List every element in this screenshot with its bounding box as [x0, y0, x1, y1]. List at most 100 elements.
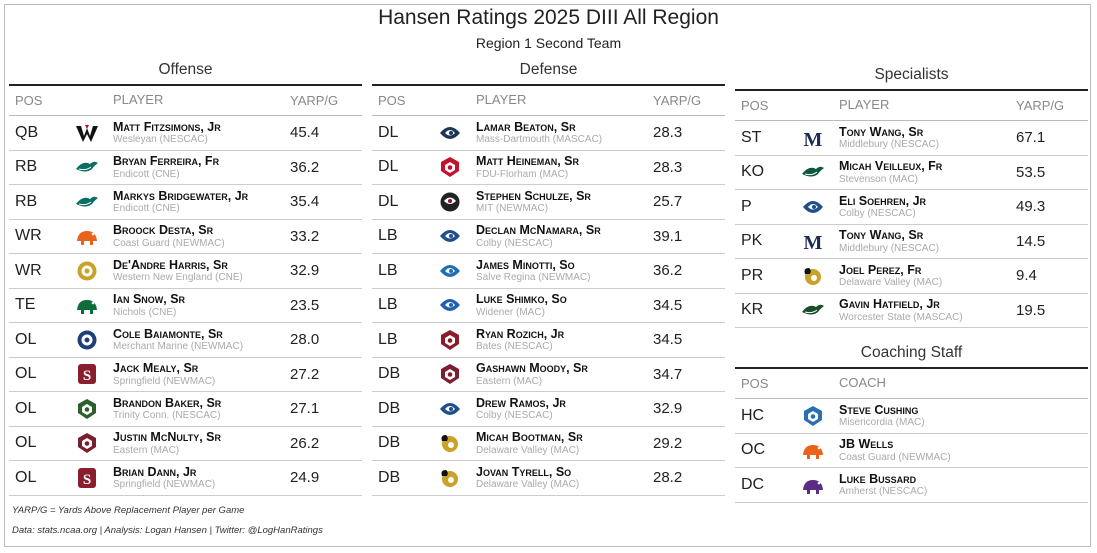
- position-cell: OL: [15, 468, 37, 486]
- specialists-section: Specialists POS PLAYER YARP/G ST M Tony Wa…: [735, 64, 1088, 328]
- team-name: Endicott (CNE): [113, 168, 180, 180]
- svg-text:S: S: [83, 472, 91, 488]
- team-name: Colby (NESCAC): [476, 410, 553, 422]
- player-name: Cole Baiamonte, Sr: [113, 326, 223, 341]
- yarp-value: 35.4: [290, 193, 320, 211]
- bates-bobcat-icon: [441, 329, 459, 350]
- team-name: Endicott (CNE): [113, 203, 180, 215]
- springfield-s-icon: S: [78, 467, 96, 488]
- team-name: Nichols (CNE): [113, 306, 177, 318]
- position-cell: QB: [15, 123, 39, 141]
- player-name: Micah Veilleux, Fr: [839, 159, 943, 174]
- amherst-mammoth-icon: [803, 479, 823, 494]
- player-name: De'Andre Harris, Sr: [113, 257, 228, 272]
- position-cell: DC: [741, 475, 765, 493]
- yarp-value: 27.2: [290, 365, 320, 383]
- position-cell: DB: [378, 434, 401, 452]
- team-name: FDU-Florham (MAC): [476, 168, 569, 180]
- player-cell: Matt Fitzsimons, Jr Wesleyan (NESCAC): [109, 120, 290, 146]
- team-name: Widener (MAC): [476, 306, 545, 318]
- yarp-value: 28.3: [653, 158, 683, 176]
- stevenson-mustang-icon: [802, 166, 824, 177]
- player-name: Markys Bridgewater, Jr: [113, 188, 249, 203]
- yarp-value: 26.2: [290, 434, 320, 452]
- team-name: Salve Regina (NEWMAC): [476, 272, 591, 284]
- specialists-row: ST M Tony Wang, Sr Middlebury (NESCAC) 67.1: [735, 121, 1088, 156]
- player-cell: Cole Baiamonte, Sr Merchant Marine (NEWMA…: [109, 327, 290, 353]
- team-name: Colby (NESCAC): [839, 208, 916, 220]
- team-logo: [791, 299, 835, 321]
- player-cell: Eli Soehren, Jr Colby (NESCAC): [835, 194, 1016, 220]
- yarp-value: 14.5: [1016, 232, 1046, 250]
- team-logo: M: [791, 127, 835, 149]
- player-cell: Broock Desta, Sr Coast Guard (NEWMAC): [109, 223, 290, 249]
- player-cell: Bryan Ferreira, Fr Endicott (CNE): [109, 154, 290, 180]
- position-cell: LB: [378, 296, 398, 314]
- player-name: Broock Desta, Sr: [113, 223, 214, 238]
- offense-header-row: POS PLAYER YARP/G: [9, 86, 362, 116]
- position-cell: P: [741, 197, 752, 215]
- player-cell: Luke Bussard Amherst (NESCAC): [835, 472, 1088, 498]
- credits-line: Data: stats.ncaa.org | Analysis: Logan H…: [12, 525, 323, 536]
- page-subtitle: Region 1 Second Team: [475, 35, 622, 51]
- player-cell: Brandon Baker, Sr Trinity Conn. (NESCAC): [109, 396, 290, 422]
- eastern-eagle-icon: [78, 433, 96, 454]
- player-name: Matt Fitzsimons, Jr: [113, 119, 221, 134]
- pos-header: POS: [15, 93, 43, 108]
- team-name: Coast Guard (NEWMAC): [839, 451, 951, 463]
- player-cell: Jovan Tyrell, So Delaware Valley (MAC): [472, 465, 653, 491]
- team-logo: [428, 398, 472, 420]
- player-name: Micah Bootman, Sr: [476, 430, 583, 445]
- team-logo: S: [65, 467, 109, 489]
- position-cell: HC: [741, 406, 765, 424]
- player-cell: Lamar Beaton, Sr Mass-Dartmouth (MASCAC): [472, 120, 653, 146]
- merchant-marine-seal-icon: [77, 330, 97, 350]
- team-logo: [428, 363, 472, 385]
- team-name: Merchant Marine (NEWMAC): [113, 341, 244, 353]
- position-cell: TE: [15, 296, 36, 314]
- yarp-value: 32.9: [653, 400, 683, 418]
- coaching-section: Coaching Staff POS COACH HC Steve Cushing…: [735, 342, 1088, 503]
- eastern-eagle-icon: [441, 364, 459, 385]
- umassd-corsair-icon: [440, 126, 460, 139]
- offense-row: OL Cole Baiamonte, Sr Merchant Marine (NEW…: [9, 323, 362, 358]
- defense-row: DB Jovan Tyrell, So Delaware Valley (MAC) 2…: [372, 461, 725, 496]
- team-name: Worcester State (MASCAC): [839, 311, 963, 323]
- player-name: Gavin Hatfield, Jr: [839, 297, 940, 312]
- specialists-row: KO Micah Veilleux, Fr Stevenson (MAC) 53.5: [735, 156, 1088, 190]
- player-name: Ian Snow, Sr: [113, 292, 186, 307]
- yarp-value: 9.4: [1016, 267, 1037, 285]
- specialists-row: PK M Tony Wang, Sr Middlebury (NESCAC) 14.5: [735, 225, 1088, 259]
- offense-rule: [9, 84, 362, 86]
- offense-row: OL S Jack Mealy, Sr Springfield (NEWMAC) 27.…: [9, 358, 362, 392]
- defense-header-row: POS PLAYER YARP/G: [372, 86, 725, 116]
- player-cell: Micah Bootman, Sr Delaware Valley (MAC): [472, 430, 653, 456]
- position-cell: DL: [378, 123, 399, 141]
- delval-ram-icon: [441, 435, 458, 453]
- position-cell: WR: [15, 261, 42, 279]
- pos-header: POS: [378, 93, 406, 108]
- fdu-devil-icon: [441, 157, 459, 178]
- position-cell: OL: [15, 399, 37, 417]
- defense-row: DB Micah Bootman, Sr Delaware Valley (MAC)…: [372, 427, 725, 461]
- team-name: Stevenson (MAC): [839, 173, 918, 185]
- player-cell: Jack Mealy, Sr Springfield (NEWMAC): [109, 361, 290, 387]
- team-logo: [428, 191, 472, 213]
- player-cell: Gavin Hatfield, Jr Worcester State (MASCA…: [835, 297, 1016, 323]
- offense-title: Offense: [158, 61, 213, 78]
- yarp-value: 53.5: [1016, 163, 1046, 181]
- player-name: Eli Soehren, Jr: [839, 193, 927, 208]
- yarp-definition: YARP/G = Yards Above Replacement Player …: [12, 505, 245, 516]
- team-name: Middlebury (NESCAC): [839, 139, 940, 151]
- team-name: Springfield (NEWMAC): [113, 375, 216, 387]
- wesleyan-cardinal-icon: [76, 124, 98, 142]
- team-logo: [791, 265, 835, 287]
- offense-row: OL Brandon Baker, Sr Trinity Conn. (NESCAC…: [9, 392, 362, 427]
- position-cell: PR: [741, 266, 764, 284]
- player-name: Jovan Tyrell, So: [476, 464, 572, 479]
- team-name: Trinity Conn. (NESCAC): [113, 410, 221, 422]
- defense-row: LB James Minotti, So Salve Regina (NEWMAC)…: [372, 254, 725, 289]
- coaching-row: HC Steve Cushing Misericordia (MAC): [735, 399, 1088, 434]
- wne-seal-icon: [77, 261, 97, 281]
- position-cell: KR: [741, 301, 764, 319]
